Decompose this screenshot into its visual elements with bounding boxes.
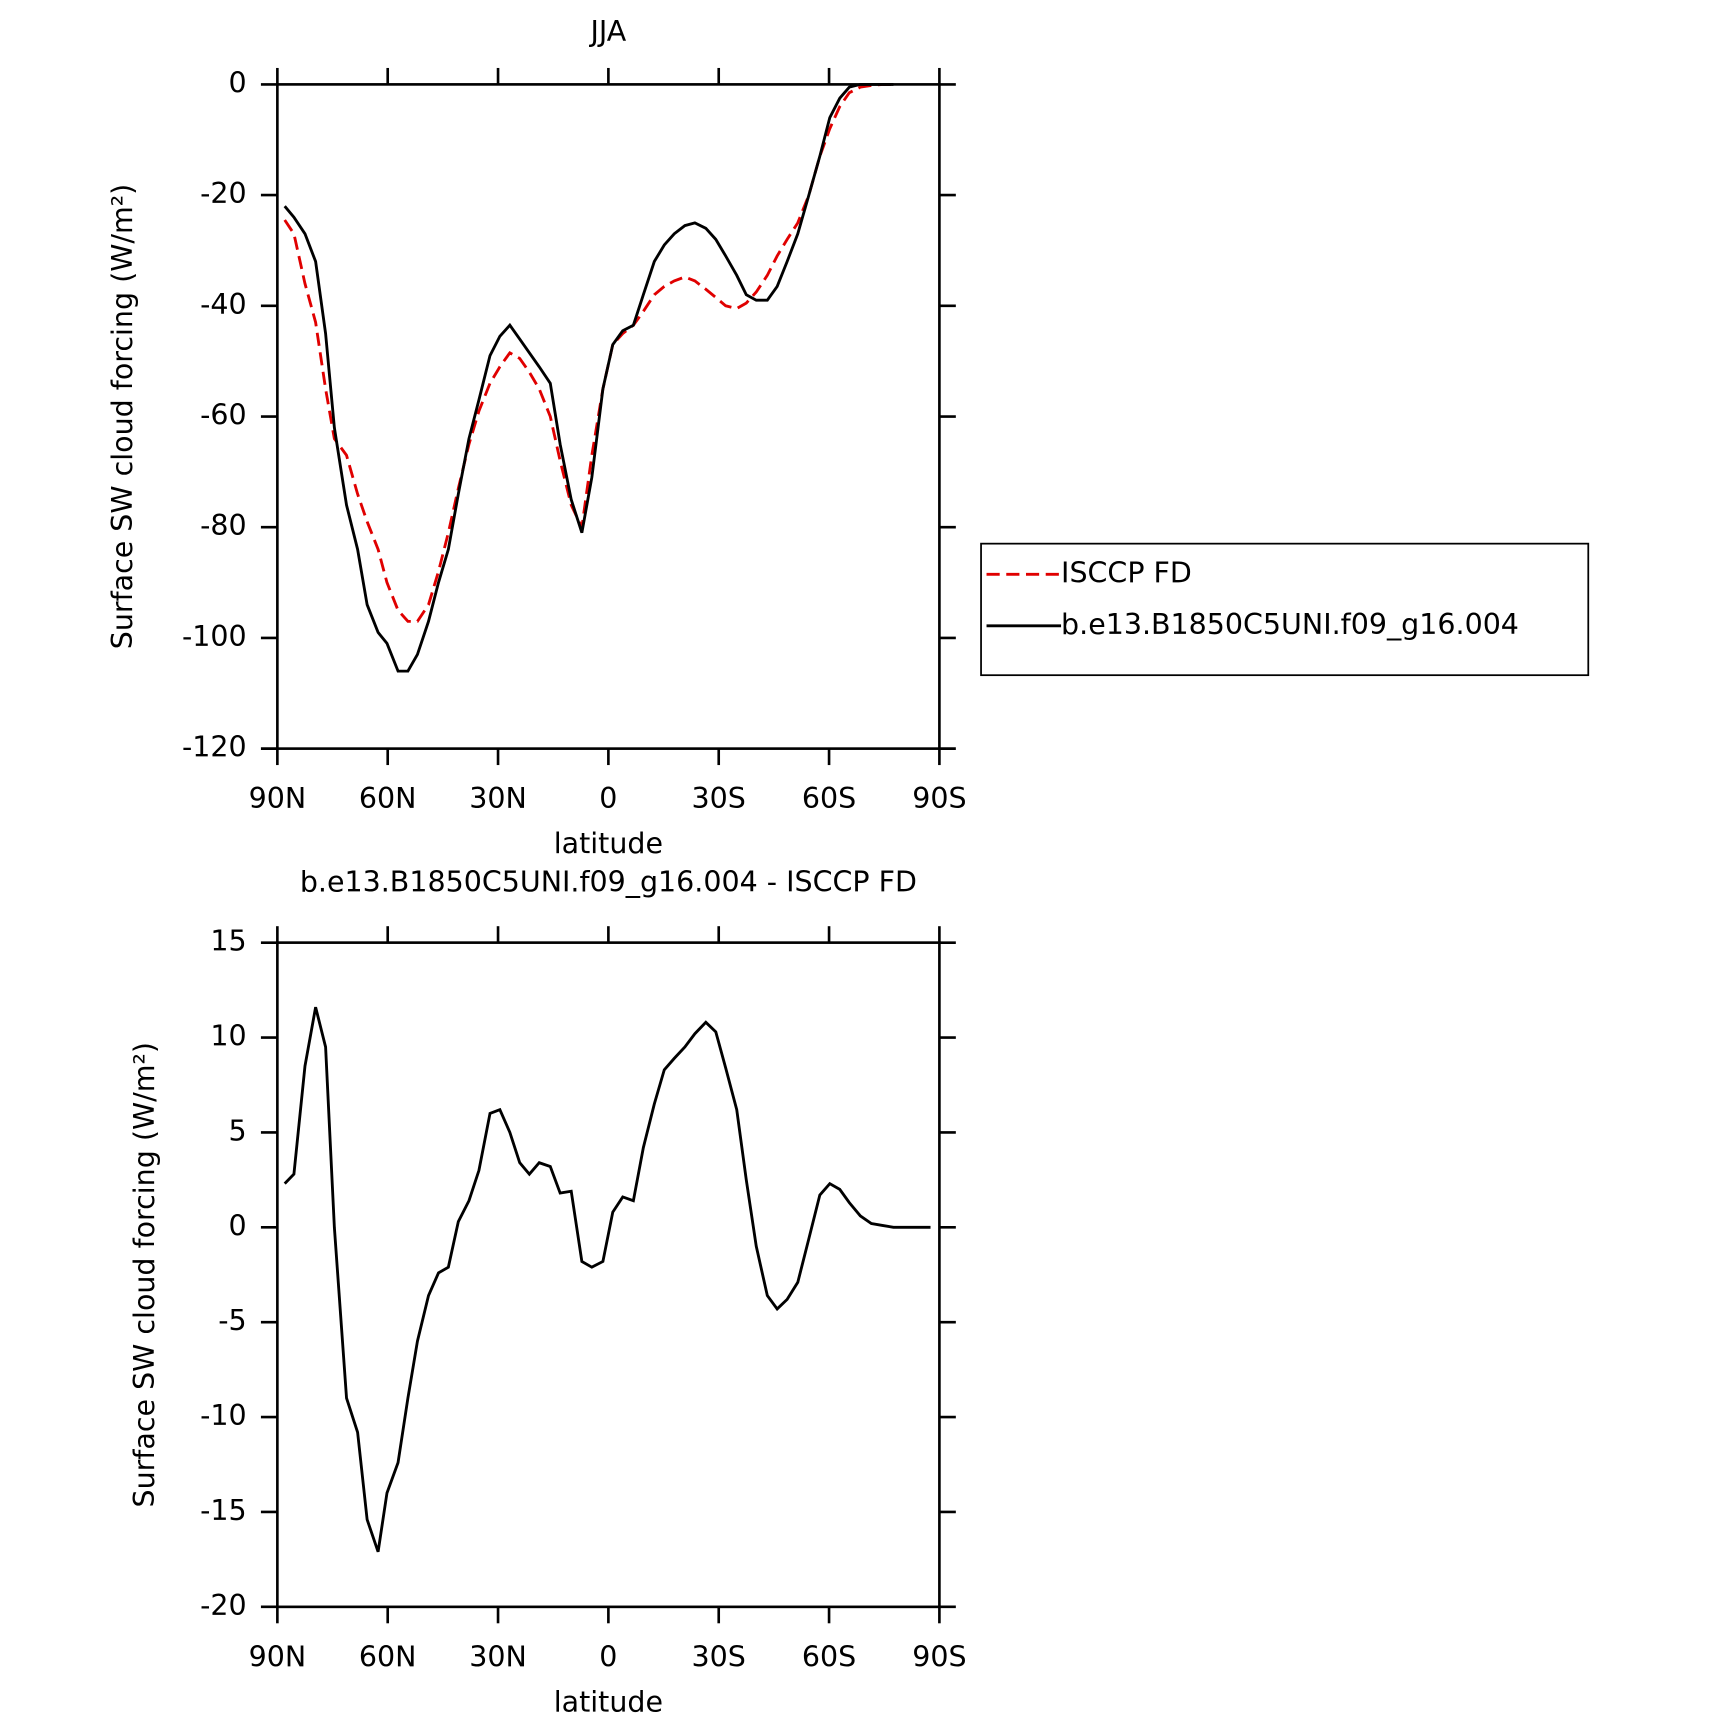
- legend-label: b.e13.B1850C5UNI.f09_g16.004: [1061, 608, 1519, 641]
- y-tick-label: -100: [182, 620, 247, 653]
- legend-box: [980, 542, 1590, 677]
- x-tick-label: 60S: [802, 782, 856, 815]
- y-tick-label: -20: [200, 1589, 247, 1622]
- line-series: [283, 1006, 931, 1553]
- y-tick-label: -20: [200, 177, 247, 210]
- x-tick-label: 0: [599, 1640, 617, 1673]
- chart-title: b.e13.B1850C5UNI.f09_g16.004 - ISCCP FD: [300, 865, 917, 898]
- y-tick-label: -60: [200, 399, 247, 432]
- x-tick-label: 90N: [249, 1640, 307, 1673]
- x-axis-label: latitude: [554, 827, 663, 860]
- y-tick-label: 15: [210, 925, 246, 958]
- y-tick-label: -80: [200, 509, 247, 542]
- x-axis-label: latitude: [554, 1685, 663, 1718]
- y-tick-label: -15: [200, 1494, 247, 1527]
- x-tick-label: 30S: [692, 1640, 746, 1673]
- x-tick-label: 90S: [912, 1640, 966, 1673]
- x-tick-label: 90N: [249, 782, 307, 815]
- y-tick-label: -120: [182, 731, 247, 764]
- x-tick-label: 60S: [802, 1640, 856, 1673]
- plot-frame: [276, 83, 941, 750]
- line-series: [283, 82, 894, 673]
- plot-frame: [276, 941, 941, 1609]
- y-tick-label: 0: [229, 66, 247, 99]
- legend-label: ISCCP FD: [1061, 556, 1192, 589]
- y-tick-label: 10: [210, 1020, 246, 1053]
- x-tick-label: 0: [599, 782, 617, 815]
- x-tick-label: 30N: [469, 1640, 527, 1673]
- x-tick-label: 30S: [692, 782, 746, 815]
- y-tick-label: -5: [218, 1304, 246, 1337]
- x-tick-label: 90S: [912, 782, 966, 815]
- y-axis-label: Surface SW cloud forcing (W/m²): [128, 1042, 161, 1508]
- y-tick-label: 0: [229, 1209, 247, 1242]
- line-series: [283, 82, 894, 623]
- x-tick-label: 60N: [359, 782, 417, 815]
- y-axis-label: Surface SW cloud forcing (W/m²): [106, 184, 139, 650]
- x-tick-label: 60N: [359, 1640, 417, 1673]
- y-tick-label: -10: [200, 1399, 247, 1432]
- chart-title: JJA: [588, 15, 626, 48]
- y-tick-label: -40: [200, 288, 247, 321]
- y-tick-label: 5: [229, 1114, 247, 1147]
- x-tick-label: 30N: [469, 782, 527, 815]
